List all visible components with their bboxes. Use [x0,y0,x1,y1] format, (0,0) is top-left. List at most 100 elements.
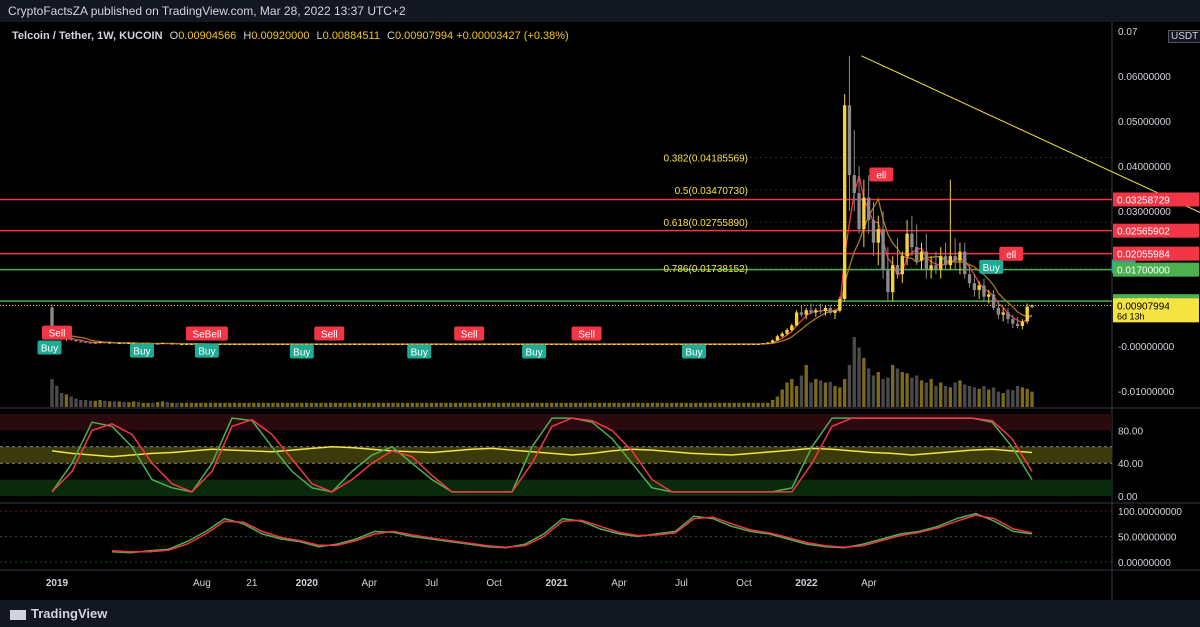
volume-bar [910,377,914,407]
volume-bar [737,402,741,407]
candle-body [170,343,174,345]
volume-bar [535,402,539,407]
price-tick-label: -0.00000000 [1118,342,1175,353]
candle-body [290,343,294,345]
candle-body [107,342,112,344]
buy-signal-badge [194,343,219,358]
candle-body [924,251,928,270]
candle-body [698,343,703,345]
candle-body [228,343,232,345]
price-axis-tag-label: 0.02565902 [1117,227,1170,238]
volume-bar [713,402,717,407]
candle-body [554,343,559,345]
candle-body [396,343,400,345]
candle-body [694,343,698,345]
volume-bar [934,386,938,407]
chart-area[interactable]: 0.07 0.06000000 0.05000000 0.04000000 0.0300… [0,22,1200,600]
volume-bar [573,402,578,407]
volume-bar [376,402,381,407]
volume-bar [362,402,366,407]
candle-body [415,343,419,345]
volume-bar [886,377,890,407]
signal-label: Sell [321,330,338,341]
candle-body [996,307,1001,315]
indicator-tick-label: 0.00 [1118,492,1138,503]
candle-body [943,256,948,266]
price-tick-label: 0.07 [1118,27,1138,38]
time-axis-label: Jul [675,578,688,589]
volume-bar [521,402,525,407]
signal-label: Buy [198,347,215,358]
oscillator-tick-label: 50.00000000 [1118,533,1177,544]
volume-bar [458,402,463,407]
volume-bar [799,375,804,407]
volume-bar [352,402,357,407]
volume-bar [463,402,467,407]
candle-body [785,330,789,334]
volume-bar [434,402,438,407]
volume-bar [857,347,861,407]
volume-bar [655,402,659,407]
signal-label: Sell [578,330,595,341]
price-axis-tag-label: 0.01700000 [1117,266,1170,277]
volume-bar [218,402,222,407]
symbol-legend: Telcoin / Tether, 1W, KUCOIN O0.00904566… [12,30,569,42]
price-axis-tag [1113,298,1199,323]
volume-bar [766,402,770,407]
candle-body [295,343,299,345]
candle-body [987,294,991,297]
buy-signal-badge [522,344,547,359]
close-label: C [387,30,395,42]
volume-bar [228,402,232,407]
sell-signal-badge [999,246,1024,261]
candle-body [862,197,866,230]
candle-body [650,343,655,345]
candle-body [276,343,280,345]
volume-bar [838,387,842,407]
signal-label: Buy [983,263,1000,274]
candle-body [761,343,765,345]
plot-background [0,22,1112,570]
candle-body [463,343,467,345]
volume-bar [256,402,261,407]
fib-label: 0.5(0.03470730) [675,186,748,197]
candle-body [468,343,472,345]
candle-body [569,343,573,345]
volume-bar [112,401,117,407]
volume-bar [98,400,102,407]
volume-bar [516,402,520,407]
price-axis-tag-label: 0.02055984 [1117,250,1170,261]
oscillator-tick-label: 0.00000000 [1118,558,1171,569]
volume-bar [449,402,453,407]
volume-bar [718,402,722,407]
candle-body [333,343,338,345]
volume-bar [1025,388,1029,407]
volume-bar [175,402,179,407]
candle-body [804,310,808,315]
volume-bar [588,402,592,407]
volume-bar [530,402,535,407]
candle-body [93,342,97,344]
volume-bar [852,337,856,407]
candle-body [910,233,914,248]
volume-bar [549,402,554,407]
candle-body [545,343,549,345]
volume-bar [319,402,323,407]
candle-body [742,343,746,345]
candle-body [631,343,635,345]
volume-bar [511,402,515,407]
volume-bar [79,400,83,407]
candle-body [401,343,405,345]
volume-bar [583,402,587,407]
currency-badge[interactable]: USDT [1168,30,1200,43]
candle-body [617,343,621,345]
brand-logo[interactable]: TradingView [10,606,107,621]
volume-bar [597,402,602,407]
sell-signal-badge [454,326,485,341]
candle-body [304,343,309,345]
price-tick-label: 0.04000000 [1118,162,1171,173]
price-axis-tag-label: 0.03258729 [1117,195,1170,206]
time-axis-label: Oct [736,578,752,589]
candle-body [352,343,357,345]
time-axis-label: Apr [361,578,377,589]
